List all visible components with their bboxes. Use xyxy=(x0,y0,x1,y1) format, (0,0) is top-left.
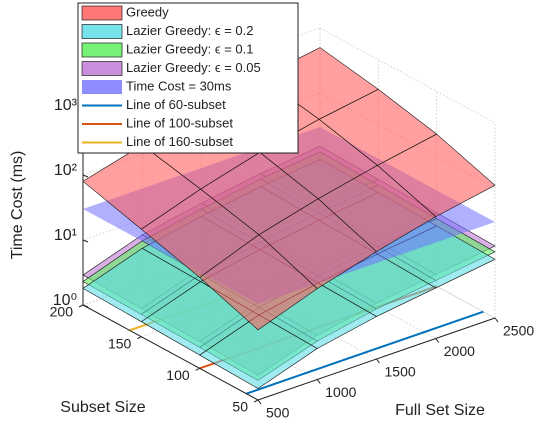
legend-label: Lazier Greedy: ϵ = 0.05 xyxy=(126,60,261,75)
grid-line xyxy=(319,27,496,124)
y-tick xyxy=(253,399,259,403)
y-axis-line xyxy=(82,304,259,401)
x-tick xyxy=(376,358,380,364)
x-tick xyxy=(494,317,499,323)
legend: Greedy Lazier Greedy: ϵ = 0.2 Lazier Greed… xyxy=(77,2,299,154)
y-tick xyxy=(137,336,142,340)
x-tick-label: 1000 xyxy=(325,384,356,400)
legend-swatch xyxy=(82,80,122,94)
legend-label: Line of 60-subset xyxy=(126,97,226,112)
y-tick-label: 200 xyxy=(50,304,74,320)
z-tick-label: 10² xyxy=(54,162,78,179)
x-tick xyxy=(257,399,262,405)
z-tick xyxy=(82,174,89,178)
x-tick-label: 2000 xyxy=(444,343,475,359)
y-tick-label: 50 xyxy=(232,399,248,415)
legend-swatch xyxy=(81,24,123,39)
legend-label: Lazier Greedy: ϵ = 0.2 xyxy=(126,23,254,38)
x-tick xyxy=(316,379,321,384)
x-axis-label: Full Set Size xyxy=(395,402,485,419)
legend-label: Line of 160-subset xyxy=(126,134,233,149)
legend-label: Greedy xyxy=(126,4,169,19)
z-axis-label: Time Cost (ms) xyxy=(9,151,26,260)
subset-line xyxy=(246,310,484,395)
y-axis-label: Subset Size xyxy=(60,399,145,416)
y-tick-label: 100 xyxy=(166,367,190,383)
z-tick-label: 10⁰ xyxy=(53,292,77,309)
y-tick xyxy=(195,367,200,371)
legend-swatch xyxy=(81,5,123,21)
legend-swatch xyxy=(81,61,123,76)
z-tick xyxy=(82,239,89,243)
z-tick-label: 10¹ xyxy=(54,227,77,244)
legend-label: Time Cost = 30ms xyxy=(126,78,232,93)
y-tick xyxy=(78,304,84,308)
x-tick-label: 500 xyxy=(266,405,290,421)
x-tick-label: 1500 xyxy=(385,364,416,380)
y-tick-label: 150 xyxy=(108,335,132,351)
x-tick xyxy=(435,338,440,343)
x-tick-label: 2500 xyxy=(503,323,534,339)
legend-label: Line of 100-subset xyxy=(126,115,233,130)
z-tick-label: 10³ xyxy=(54,97,78,114)
z-tick xyxy=(82,304,89,308)
surface-patch xyxy=(199,234,318,331)
legend-swatch xyxy=(81,42,123,58)
legend-label: Lazier Greedy: ϵ = 0.1 xyxy=(126,41,254,56)
grid-line xyxy=(319,222,496,319)
